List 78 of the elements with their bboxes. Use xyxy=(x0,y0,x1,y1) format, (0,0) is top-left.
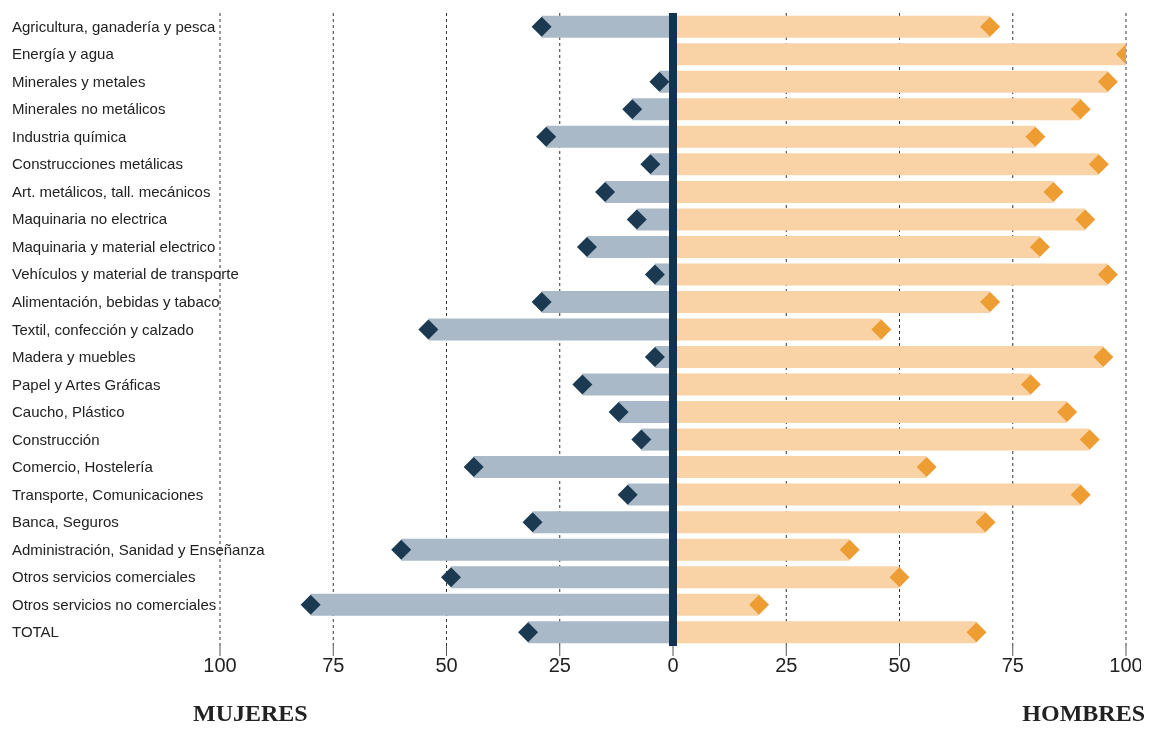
text: HOMBRES xyxy=(1022,700,1145,727)
point xyxy=(1097,71,1118,92)
y-tick-label: Maquinaria y material electrico xyxy=(12,237,216,255)
y-tick-label: Textil, confección y calzado xyxy=(12,320,194,338)
point xyxy=(980,16,1001,37)
y-tick-label: Minerales y metales xyxy=(12,72,146,90)
point xyxy=(531,291,552,312)
point xyxy=(916,457,937,478)
point xyxy=(441,567,462,588)
point xyxy=(649,71,670,92)
point xyxy=(536,126,557,147)
point xyxy=(576,236,597,257)
point xyxy=(626,209,647,230)
point xyxy=(1088,154,1109,175)
x-tick-label: 100 xyxy=(203,654,237,677)
point xyxy=(975,512,996,533)
point xyxy=(522,512,543,533)
point xyxy=(1097,264,1118,285)
point xyxy=(1043,181,1064,202)
point xyxy=(518,622,539,643)
x-tick-label: 0 xyxy=(667,654,679,677)
x-tick-label: 50 xyxy=(435,654,458,677)
point xyxy=(980,291,1001,312)
y-tick-label: Madera y muebles xyxy=(12,348,136,366)
point xyxy=(631,429,652,450)
y-tick-label: Construcciones metálicas xyxy=(12,155,183,173)
x-tick-label: 75 xyxy=(1001,654,1024,677)
y-tick-label: Energía y agua xyxy=(12,45,115,63)
point xyxy=(608,402,629,423)
y-tick-label: Construcción xyxy=(12,430,100,448)
point xyxy=(1025,126,1046,147)
x-tick-label: 100 xyxy=(1109,654,1143,677)
y-tick-label: Industria química xyxy=(12,127,127,145)
point xyxy=(1070,99,1091,120)
point xyxy=(1075,209,1096,230)
point xyxy=(966,622,987,643)
y-tick-label: Vehículos y material de transporte xyxy=(12,265,239,283)
point xyxy=(1057,402,1078,423)
point xyxy=(1079,429,1100,450)
point xyxy=(418,319,439,340)
point xyxy=(391,539,412,560)
point xyxy=(617,484,638,505)
y-tick-label: Otros servicios comerciales xyxy=(12,568,196,586)
y-tick-label: Art. metálicos, tall. mecánicos xyxy=(12,182,211,200)
y-tick-label: TOTAL xyxy=(12,623,59,641)
point xyxy=(644,347,665,368)
x-tick-label: 25 xyxy=(775,654,798,677)
point xyxy=(1093,347,1114,368)
y-tick-label: Caucho, Plástico xyxy=(12,403,125,421)
point xyxy=(1029,236,1050,257)
point xyxy=(595,181,616,202)
y-tick-label: Administración, Sanidad y Enseñanza xyxy=(12,540,266,558)
point xyxy=(839,539,860,560)
point xyxy=(300,594,321,615)
point xyxy=(1020,374,1041,395)
y-tick-label: Minerales no metálicos xyxy=(12,100,166,118)
y-tick-label: Maquinaria no electrica xyxy=(12,210,168,228)
point xyxy=(871,319,892,340)
point xyxy=(640,154,661,175)
point xyxy=(531,16,552,37)
y-tick-label: Agricultura, ganadería y pesca xyxy=(12,17,217,35)
y-tick-label: Alimentación, bebidas y tabaco xyxy=(12,292,220,310)
y-tick-label: Comercio, Hostelería xyxy=(12,458,154,476)
point xyxy=(463,457,484,478)
point xyxy=(889,567,910,588)
point xyxy=(572,374,593,395)
point xyxy=(622,99,643,120)
x-tick-label: 75 xyxy=(322,654,345,677)
point xyxy=(749,594,770,615)
text: MUJERES xyxy=(193,700,308,727)
x-tick-label: 25 xyxy=(548,654,571,677)
y-tick-label: Otros servicios no comerciales xyxy=(12,595,217,613)
x-tick-label: 50 xyxy=(888,654,911,677)
y-tick-label: Papel y Artes Gráficas xyxy=(12,375,161,393)
y-tick-label: Transporte, Comunicaciones xyxy=(12,485,204,503)
y-tick-label: Banca, Seguros xyxy=(12,513,119,531)
point xyxy=(644,264,665,285)
point xyxy=(1070,484,1091,505)
